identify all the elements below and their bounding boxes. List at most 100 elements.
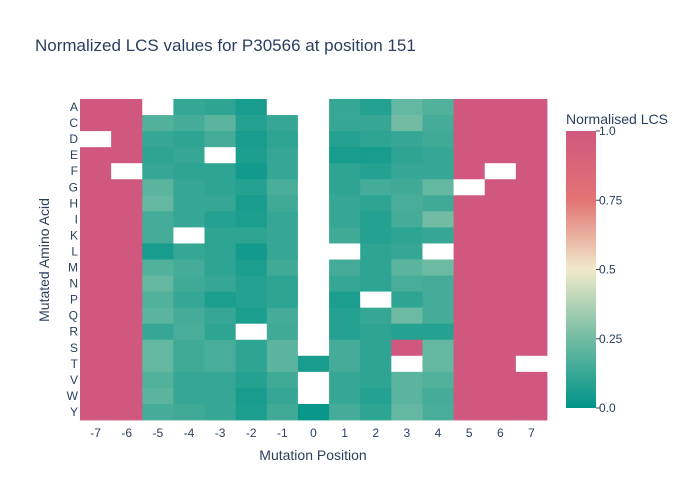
heatmap-cell [515,163,548,180]
heatmap-cell [391,403,423,421]
heatmap-cell [173,243,205,260]
heatmap-cell [515,99,548,116]
heatmap-cell [142,355,174,373]
heatmap-cell [297,291,330,309]
heatmap-cell [80,147,112,164]
heatmap-cell [329,403,361,421]
heatmap-cell [391,195,423,212]
colorbar-tick-label: 0.25 [599,332,623,346]
heatmap-cell [297,371,330,389]
heatmap-cell [266,323,299,341]
heatmap-cell [422,387,454,405]
heatmap-cell [484,275,517,292]
heatmap-cell [484,371,517,389]
heatmap-cell [266,243,299,260]
heatmap-cell [235,355,268,373]
heatmap-cell [453,243,486,260]
heatmap-cell [422,355,454,373]
heatmap-cell [360,99,392,116]
heatmap-cell [360,371,392,389]
heatmap-cell [142,259,174,276]
y-tick-label: P [70,293,78,307]
heatmap-cell [111,291,143,309]
heatmap-cell [266,115,299,132]
heatmap-cell [111,99,143,116]
heatmap-cell [484,115,517,132]
heatmap-cell [422,211,454,228]
heatmap-cell [111,147,143,164]
heatmap-cell [484,355,517,373]
heatmap-cell [266,275,299,292]
heatmap-cell [142,227,174,244]
heatmap-cell [360,147,392,164]
heatmap-cell [484,259,517,276]
heatmap-cell [329,179,361,196]
y-tick-label: Y [70,405,78,419]
heatmap-cell [515,195,548,212]
heatmap-cell [515,355,548,373]
heatmap-cell [111,195,143,212]
heatmap-cell [422,227,454,244]
heatmap-cell [391,275,423,292]
heatmap-cell [204,403,237,421]
colorbar-tick-label: 1.0 [599,124,616,138]
heatmap-cell [391,99,423,116]
heatmap-cell [80,339,112,357]
chart-title: Normalized LCS values for P30566 at posi… [35,36,416,55]
heatmap-cell [80,227,112,244]
y-tick-label: T [71,357,79,371]
y-tick-label: C [69,116,78,130]
heatmap-cell [80,371,112,389]
heatmap-cell [329,339,361,357]
heatmap-cell [266,371,299,389]
heatmap-cell [142,291,174,309]
heatmap-cell [453,259,486,276]
heatmap-cell [173,195,205,212]
heatmap-cell [297,115,330,132]
heatmap-cell [329,323,361,341]
heatmap-cell [204,259,237,276]
heatmap-cell [329,275,361,292]
x-tick-label: 0 [310,426,317,440]
colorbar [566,131,596,408]
heatmap-cell [391,211,423,228]
heatmap-cell [297,275,330,292]
heatmap-cell [297,403,330,421]
y-tick-label: E [70,148,78,162]
heatmap-cell [422,307,454,325]
heatmap-cell [235,195,268,212]
heatmap-cell [360,115,392,132]
y-tick-label: G [69,180,78,194]
heatmap-cell [391,323,423,341]
heatmap-cell [80,195,112,212]
heatmap-cell [422,371,454,389]
heatmap-cell [422,275,454,292]
heatmap-cell [515,291,548,309]
heatmap-cell [235,243,268,260]
heatmap-cell [111,307,143,325]
heatmap-cell [173,339,205,357]
heatmap-cell [204,387,237,405]
heatmap-cell [142,339,174,357]
heatmap-cell [329,147,361,164]
heatmap-cell [204,243,237,260]
heatmap-cell [360,227,392,244]
heatmap-cell [453,371,486,389]
heatmap-cell [111,131,143,148]
heatmap-cell [484,323,517,341]
heatmap-cell [204,211,237,228]
heatmap-cell [360,307,392,325]
heatmap-cell [235,179,268,196]
heatmap-cell [391,227,423,244]
heatmap-cell [515,115,548,132]
heatmap-cell [204,147,237,164]
heatmap-cell [329,291,361,309]
heatmap-cell [266,195,299,212]
heatmap-cell [142,163,174,180]
heatmap-cell [235,403,268,421]
heatmap-cell [142,195,174,212]
heatmap-cell [391,163,423,180]
heatmap-cell [142,403,174,421]
